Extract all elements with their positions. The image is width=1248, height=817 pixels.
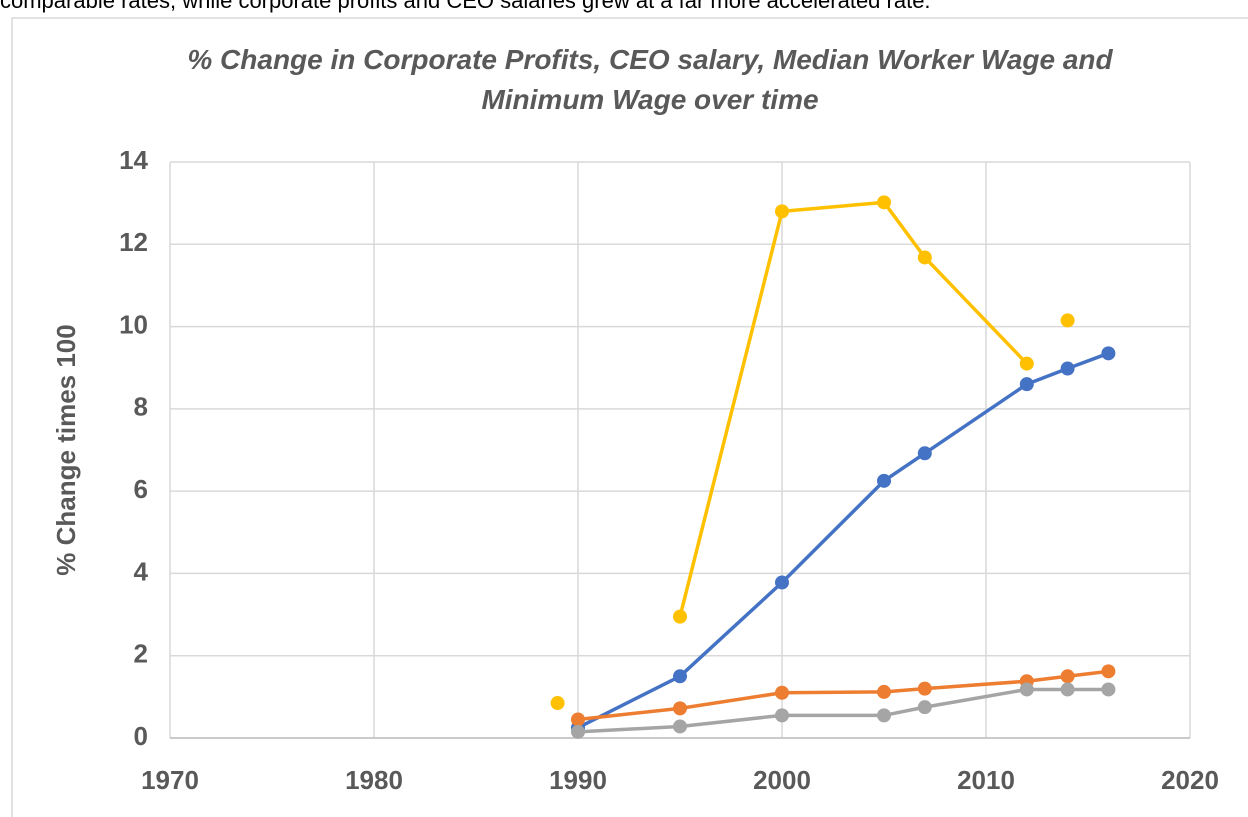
data-point: [1101, 682, 1116, 697]
chart-title: % Change in Corporate Profits, CEO salar…: [187, 44, 1113, 115]
x-tick-label: 2020: [1161, 765, 1219, 795]
data-point: [877, 473, 891, 488]
y-tick-label: 14: [119, 145, 148, 175]
y-tick-label: 6: [134, 474, 148, 504]
data-point: [673, 701, 687, 716]
chart-frame: [11, 17, 1248, 817]
data-point: [1060, 682, 1075, 697]
data-point: [1019, 356, 1034, 371]
data-point: [673, 719, 687, 734]
data-point: [877, 708, 891, 723]
data-point: [1060, 669, 1075, 684]
data-point: [775, 685, 789, 700]
body-text: comparable rates, while corporate profit…: [0, 0, 931, 13]
data-point: [1019, 377, 1034, 392]
data-point: [1060, 361, 1075, 376]
data-point: [917, 446, 932, 461]
data-point: [877, 684, 891, 699]
data-point: [673, 669, 687, 684]
data-point: [1060, 313, 1075, 328]
data-point: [775, 708, 789, 723]
y-tick-label: 8: [134, 392, 148, 422]
data-point: [1101, 664, 1116, 679]
data-point: [571, 712, 585, 727]
data-point: [550, 696, 565, 711]
y-tick-label: 10: [119, 309, 148, 339]
data-point: [917, 700, 932, 715]
data-point: [775, 204, 789, 219]
series-line: [577, 351, 1110, 730]
y-axis-label: % Change times 100: [51, 324, 81, 575]
x-tick-label: 1990: [549, 765, 607, 795]
y-tick-label: 2: [134, 639, 148, 669]
y-tick-label: 12: [119, 227, 148, 257]
y-tick-label: 0: [134, 721, 148, 751]
data-point: [917, 250, 932, 265]
data-point: [877, 195, 891, 210]
data-point: [775, 575, 789, 590]
x-tick-label: 2010: [957, 765, 1015, 795]
data-point: [1019, 682, 1034, 697]
data-point: [571, 724, 585, 739]
x-tick-label: 1970: [141, 765, 199, 795]
data-point: [917, 681, 932, 696]
y-tick-label: 4: [134, 556, 149, 586]
data-point: [673, 609, 687, 624]
data-point: [1101, 346, 1116, 361]
x-tick-label: 2000: [753, 765, 811, 795]
x-tick-label: 1980: [345, 765, 403, 795]
